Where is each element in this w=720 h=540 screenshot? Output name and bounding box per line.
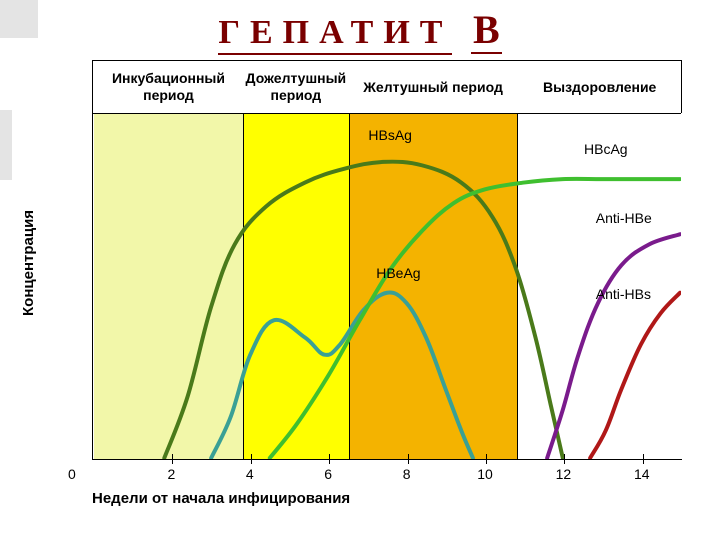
x-tick-label: 2 — [167, 466, 175, 482]
x-tick-label: 14 — [634, 466, 650, 482]
x-tick — [564, 454, 565, 464]
x-tick — [329, 454, 330, 464]
curve-hbeag — [211, 293, 473, 458]
x-axis-label: Недели от начала инфицирования — [92, 490, 350, 507]
x-tick — [408, 454, 409, 464]
x-tick-label: 10 — [477, 466, 493, 482]
curves-svg — [93, 61, 681, 459]
x-tick — [172, 454, 173, 464]
x-tick — [643, 454, 644, 464]
slide: ГЕПАТИТ В Концентрация Инкубационный пер… — [0, 0, 720, 540]
curve-label: Anti-HBe — [596, 210, 652, 226]
curve-label: Anti-HBs — [596, 286, 651, 302]
curve-label: HBeAg — [376, 265, 420, 281]
title-main: ГЕПАТИТ — [218, 14, 452, 55]
title-suffix: В — [471, 7, 502, 54]
x-tick-label: 4 — [246, 466, 254, 482]
x-tick — [251, 454, 252, 464]
decor-strip — [0, 110, 12, 180]
curve-label: HBcAg — [584, 141, 628, 157]
plot-area: Инкубационный периодДожелтушный периодЖе… — [92, 60, 682, 460]
x-tick — [486, 454, 487, 464]
x-tick-labels: 2 4 6 8 10 12 14 — [92, 466, 682, 486]
hepatitis-b-chart: Концентрация Инкубационный периодДожелту… — [30, 56, 700, 526]
x-tick-zero: 0 — [68, 466, 76, 482]
x-tick-label: 8 — [403, 466, 411, 482]
x-tick-label: 12 — [556, 466, 572, 482]
curve-anti-hbs — [590, 293, 680, 458]
curve-anti-hbe — [547, 234, 680, 458]
x-tick-label: 6 — [324, 466, 332, 482]
curve-label: HBsAg — [368, 127, 412, 143]
y-axis-label: Концентрация — [20, 210, 37, 316]
page-title: ГЕПАТИТ В — [0, 6, 720, 53]
